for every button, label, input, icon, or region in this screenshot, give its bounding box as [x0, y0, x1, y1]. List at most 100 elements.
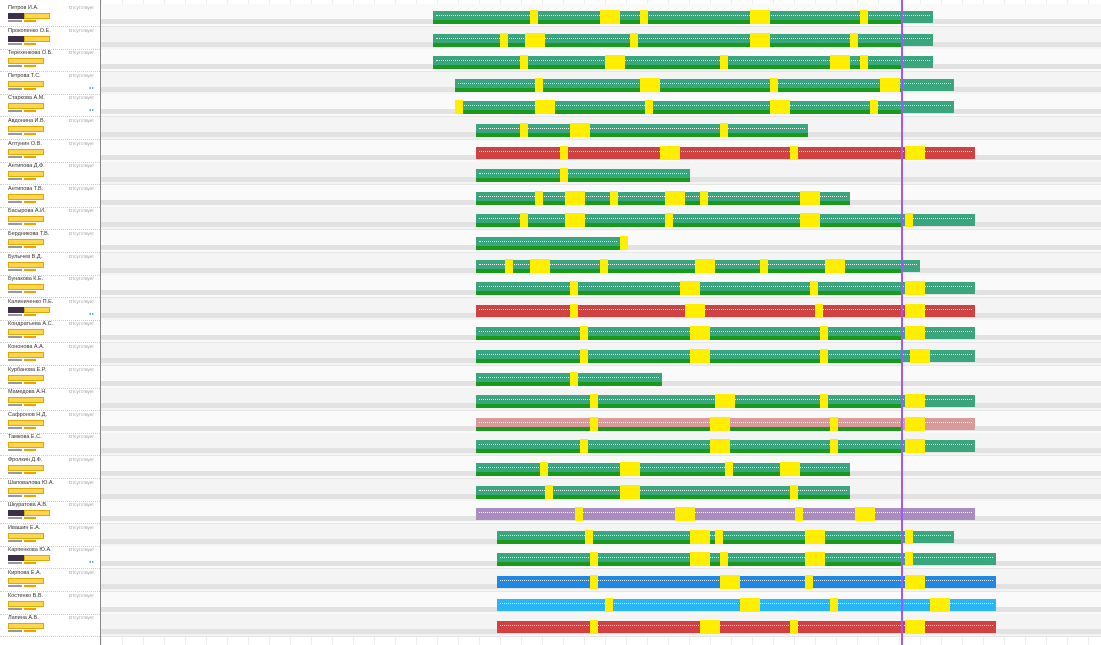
break-marker[interactable]: [805, 529, 825, 544]
employee-row[interactable]: Антипова Д.Ф. Отсутствует: [0, 162, 100, 186]
break-marker[interactable]: [710, 439, 730, 454]
employee-row[interactable]: Бунакова К.Е. Отсутствует: [0, 275, 100, 299]
employee-row[interactable]: Булычев В.Д. Отсутствует: [0, 253, 100, 276]
break-marker[interactable]: [535, 77, 543, 92]
break-marker[interactable]: [590, 394, 598, 409]
info-icon[interactable]: ◂ ▸: [88, 310, 94, 316]
break-marker[interactable]: [455, 100, 463, 115]
employee-row[interactable]: Петров И.А. Отсутствует: [0, 4, 100, 27]
break-marker[interactable]: [720, 575, 740, 589]
break-marker[interactable]: [930, 597, 950, 612]
break-marker[interactable]: [590, 620, 598, 635]
break-marker[interactable]: [605, 55, 625, 70]
break-marker[interactable]: [740, 597, 760, 612]
break-marker[interactable]: [560, 145, 568, 160]
break-marker[interactable]: [905, 529, 913, 544]
break-marker[interactable]: [720, 55, 728, 70]
break-marker[interactable]: [695, 258, 715, 273]
break-marker[interactable]: [905, 620, 925, 635]
break-marker[interactable]: [580, 349, 588, 363]
break-marker[interactable]: [690, 349, 710, 363]
break-marker[interactable]: [505, 258, 513, 273]
break-marker[interactable]: [570, 281, 578, 296]
break-marker[interactable]: [590, 552, 598, 567]
break-marker[interactable]: [905, 552, 913, 567]
break-marker[interactable]: [500, 32, 508, 47]
break-marker[interactable]: [540, 462, 548, 476]
break-marker[interactable]: [790, 484, 798, 499]
break-marker[interactable]: [795, 507, 803, 522]
break-marker[interactable]: [640, 10, 648, 24]
employee-row[interactable]: Шаповалова Ю.А. Отсутствует: [0, 479, 100, 502]
break-marker[interactable]: [665, 190, 685, 205]
employee-row[interactable]: Петрова Т.С. Отсутствует ◂ ▸: [0, 72, 100, 95]
break-marker[interactable]: [830, 416, 838, 431]
break-marker[interactable]: [640, 77, 660, 92]
break-marker[interactable]: [905, 281, 925, 296]
break-marker[interactable]: [680, 281, 700, 296]
break-marker[interactable]: [535, 100, 555, 115]
break-marker[interactable]: [675, 507, 695, 522]
break-marker[interactable]: [700, 620, 720, 635]
break-marker[interactable]: [570, 303, 578, 318]
break-marker[interactable]: [590, 575, 598, 589]
break-marker[interactable]: [520, 213, 528, 228]
employee-row[interactable]: Басырова А.И. Отсутствует: [0, 207, 100, 231]
employee-row[interactable]: Антипова Т.В. Отсутствует: [0, 185, 100, 208]
break-marker[interactable]: [770, 100, 790, 115]
employee-row[interactable]: Кондратьева А.С. Отсутствует: [0, 320, 100, 344]
break-marker[interactable]: [665, 213, 673, 228]
break-marker[interactable]: [905, 394, 925, 409]
break-marker[interactable]: [720, 552, 728, 567]
break-marker[interactable]: [590, 416, 598, 431]
break-marker[interactable]: [810, 281, 818, 296]
break-marker[interactable]: [830, 55, 850, 70]
break-marker[interactable]: [545, 484, 553, 499]
break-marker[interactable]: [715, 394, 735, 409]
info-icon[interactable]: ◂ ▸: [88, 84, 94, 90]
break-marker[interactable]: [690, 529, 710, 544]
break-marker[interactable]: [690, 552, 710, 567]
break-marker[interactable]: [805, 575, 813, 589]
break-marker[interactable]: [610, 190, 618, 205]
break-marker[interactable]: [530, 10, 538, 24]
break-marker[interactable]: [905, 575, 925, 589]
employee-row[interactable]: Алтунин О.В. Отсутствует: [0, 140, 100, 163]
break-marker[interactable]: [815, 303, 823, 318]
break-marker[interactable]: [855, 507, 875, 522]
break-marker[interactable]: [905, 145, 925, 160]
break-marker[interactable]: [630, 32, 638, 47]
break-marker[interactable]: [905, 213, 913, 228]
break-marker[interactable]: [780, 462, 800, 476]
employee-row[interactable]: Прокопенко О.Е. Отсутствует: [0, 27, 100, 50]
employee-row[interactable]: Курбанова Е.Р. Отсутствует: [0, 366, 100, 389]
break-marker[interactable]: [830, 597, 838, 612]
break-marker[interactable]: [850, 32, 858, 47]
break-marker[interactable]: [600, 258, 608, 273]
employee-row[interactable]: Ивашин Е.А. Отсутствует: [0, 524, 100, 547]
break-marker[interactable]: [910, 349, 930, 363]
employee-row[interactable]: Авдонина И.В. Отсутствует: [0, 117, 100, 140]
employee-row[interactable]: Карпенкова Ю.А. Отсутствует ◂ ▸: [0, 546, 100, 570]
break-marker[interactable]: [580, 326, 588, 341]
break-marker[interactable]: [560, 168, 568, 183]
break-marker[interactable]: [525, 32, 545, 47]
break-marker[interactable]: [580, 439, 588, 454]
employee-row[interactable]: Костенко В.В. Отсутствует: [0, 592, 100, 615]
shift-bar[interactable]: [497, 576, 996, 588]
break-marker[interactable]: [530, 258, 550, 273]
break-marker[interactable]: [820, 326, 828, 341]
break-marker[interactable]: [520, 123, 528, 137]
break-marker[interactable]: [860, 55, 868, 70]
break-marker[interactable]: [905, 416, 925, 431]
employee-row[interactable]: Сафронов Н.Д. Отсутствует: [0, 411, 100, 434]
break-marker[interactable]: [750, 10, 770, 24]
employee-row[interactable]: Старкова А.М. Отсутствует ◂ ▸: [0, 94, 100, 118]
employee-row[interactable]: Кононова А.А. Отсутствует: [0, 343, 100, 366]
break-marker[interactable]: [720, 123, 728, 137]
info-icon[interactable]: ◂ ▸: [88, 559, 94, 565]
break-marker[interactable]: [600, 10, 620, 24]
employee-row[interactable]: Терехенкова О.Б. Отсутствует: [0, 49, 100, 73]
break-marker[interactable]: [725, 462, 733, 476]
break-marker[interactable]: [690, 326, 710, 341]
